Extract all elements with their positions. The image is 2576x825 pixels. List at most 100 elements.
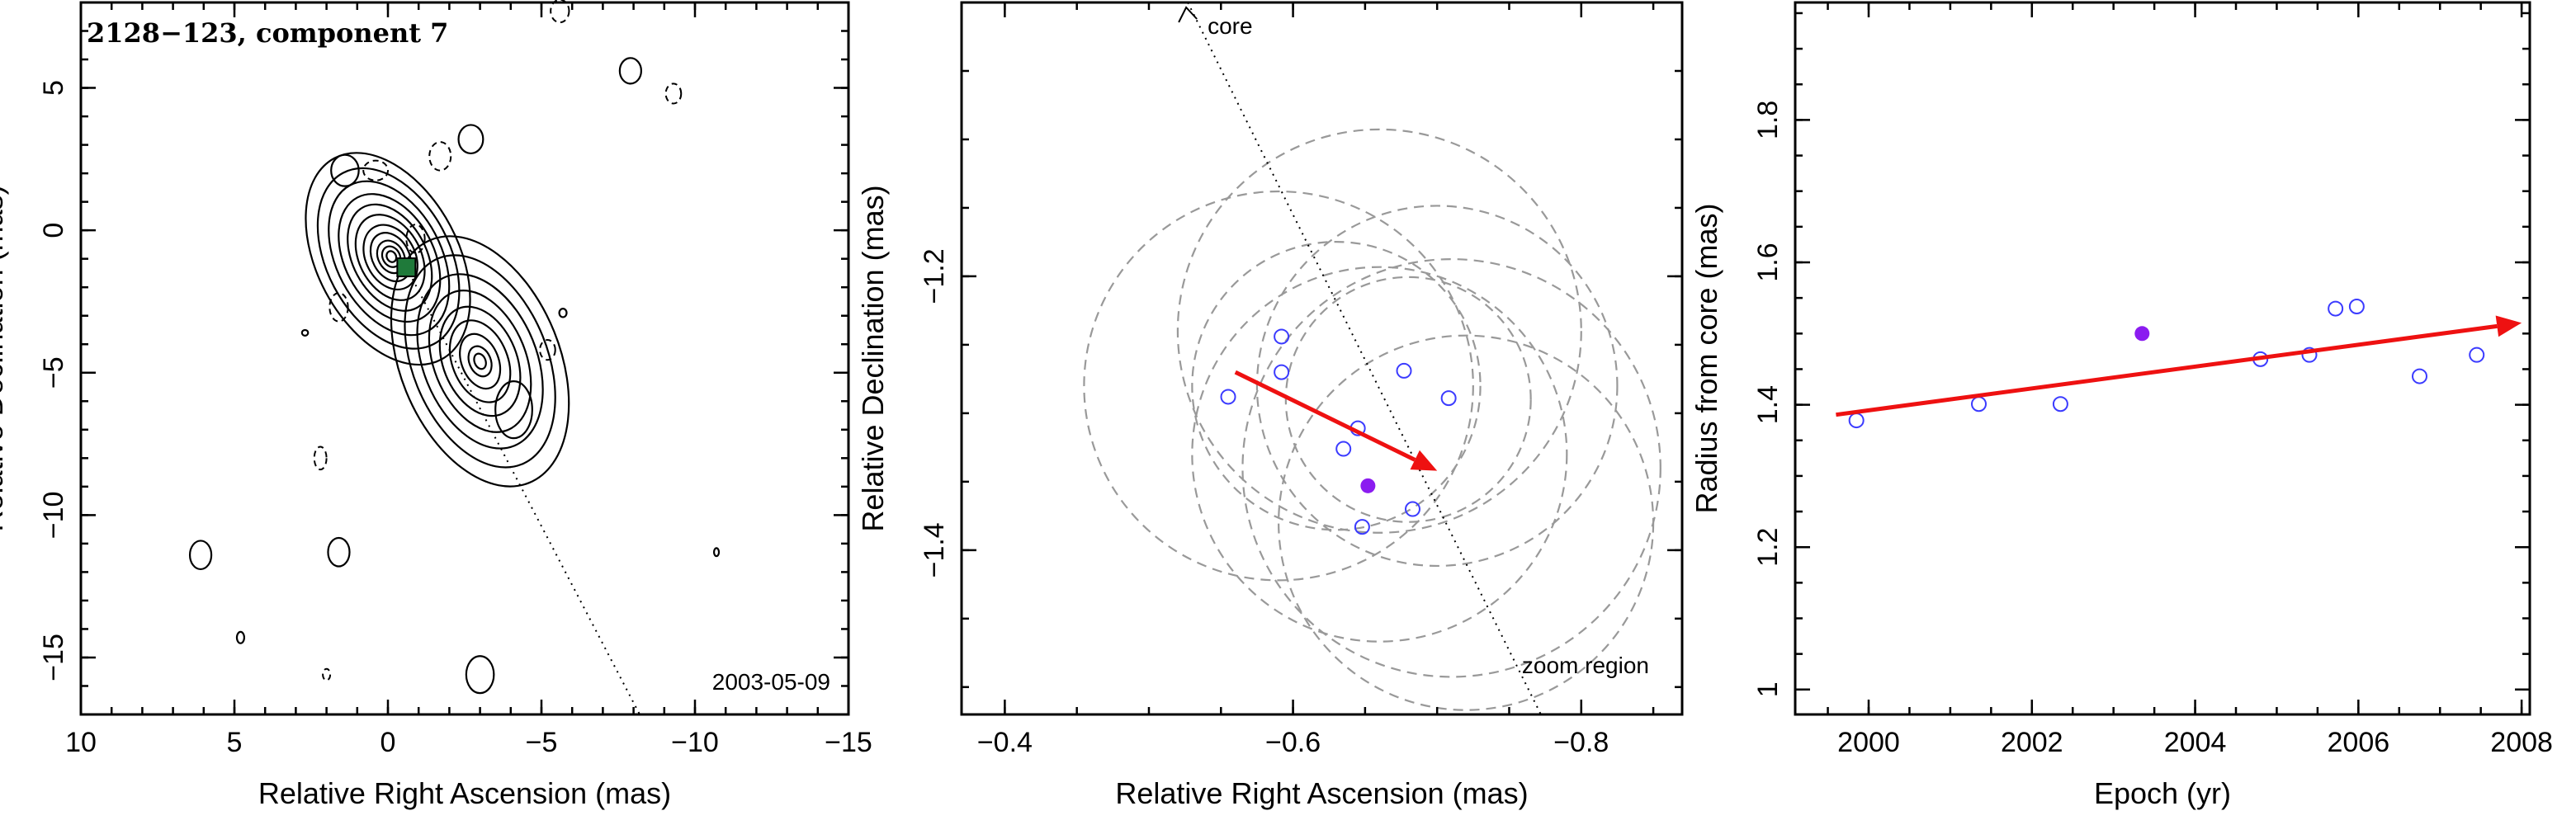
negative-contour-line bbox=[405, 224, 426, 254]
y-tick-label: −1.2 bbox=[919, 248, 950, 304]
y-tick-label: −15 bbox=[38, 634, 69, 681]
contour-line bbox=[235, 630, 246, 644]
beam-circle bbox=[1241, 257, 1661, 678]
y-tick-label: 0 bbox=[38, 223, 69, 238]
core-direction-line bbox=[405, 266, 640, 715]
radius-marker bbox=[1848, 412, 1865, 429]
contour-line bbox=[385, 250, 398, 263]
contour-line bbox=[330, 153, 360, 187]
contour-x-axis-label: Relative Right Ascension (mas) bbox=[258, 776, 671, 810]
beam-circle bbox=[1278, 334, 1655, 711]
contour-title: 2128−123, component 7 bbox=[87, 17, 448, 49]
arrow-shaft bbox=[1234, 370, 1416, 462]
position-marker bbox=[1274, 364, 1290, 380]
x-tick-label: −0.4 bbox=[977, 727, 1033, 758]
y-tick-label: −10 bbox=[38, 492, 69, 540]
x-tick-label: −0.6 bbox=[1265, 727, 1321, 758]
negative-contour-line bbox=[322, 667, 332, 681]
y-tick-label: 1 bbox=[1752, 681, 1784, 697]
contour-y-axis-label: Relative Declination (mas) bbox=[0, 185, 9, 531]
contour-line bbox=[473, 352, 487, 370]
position-marker bbox=[1396, 362, 1412, 379]
contour-line bbox=[328, 180, 451, 337]
x-tick-label: 2008 bbox=[2490, 727, 2553, 758]
contour-line bbox=[494, 380, 533, 440]
radius-marker bbox=[1971, 396, 1987, 412]
x-tick-label: −15 bbox=[825, 727, 872, 758]
contour-line bbox=[428, 290, 532, 433]
beam-circle bbox=[1284, 276, 1532, 523]
core-annotation: core bbox=[1208, 13, 1252, 39]
contour-line bbox=[316, 167, 461, 350]
radius-frame bbox=[1794, 1, 2531, 716]
x-tick-label: 0 bbox=[380, 727, 396, 758]
fit-arrow bbox=[1836, 315, 2522, 417]
x-tick-label: 2006 bbox=[2328, 727, 2390, 758]
x-tick-label: 2000 bbox=[1837, 727, 1900, 758]
contour-line bbox=[467, 345, 493, 378]
radius-marker bbox=[2469, 346, 2485, 363]
y-tick-label: −1.4 bbox=[919, 522, 950, 578]
x-tick-label: −5 bbox=[526, 727, 558, 758]
contour-line bbox=[300, 328, 310, 337]
radius-axes-ticks: 2000 2002 2004 2006 2008 1 1.2 1.4 1.6 1.8 bbox=[1752, 2, 2553, 758]
contour-line bbox=[618, 57, 642, 85]
radius-x-axis-label: Epoch (yr) bbox=[2094, 776, 2231, 810]
zoom-panel: −0.4 −0.6 −0.8 −1.2 −1.4 core zoom region Re… bbox=[856, 1, 1684, 810]
radius-marker bbox=[2348, 299, 2365, 315]
contour-line bbox=[390, 235, 570, 488]
contour-axes-ticks: 10 5 0 −5 −10 −15 5 0 −5 −10 −15 bbox=[38, 1, 872, 758]
negative-contour-line bbox=[664, 82, 683, 105]
beam-circle bbox=[1191, 266, 1568, 643]
radius-marker bbox=[2328, 300, 2344, 317]
contour-frame bbox=[79, 1, 850, 716]
beam-circle bbox=[1255, 205, 1619, 568]
beam-circles bbox=[1083, 128, 1661, 711]
position-marker bbox=[1274, 328, 1290, 345]
contour-line bbox=[465, 655, 495, 695]
radius-y-axis-label: Radius from core (mas) bbox=[1690, 203, 1723, 513]
radius-marker bbox=[2412, 368, 2427, 384]
position-marker bbox=[1404, 501, 1420, 517]
position-marker bbox=[1335, 441, 1352, 457]
position-marker-filled bbox=[1360, 478, 1376, 493]
contour-line bbox=[712, 547, 721, 558]
zoom-axes-ticks: −0.4 −0.6 −0.8 −1.2 −1.4 bbox=[919, 1, 1682, 758]
contour-line bbox=[188, 540, 213, 571]
arrow-shaft bbox=[1836, 323, 2498, 417]
position-marker bbox=[1440, 390, 1457, 407]
y-tick-label: 1.2 bbox=[1752, 528, 1784, 567]
core-line-arrowhead bbox=[1178, 6, 1198, 23]
x-tick-label: 5 bbox=[227, 727, 243, 758]
position-marker bbox=[1220, 389, 1236, 405]
contour-line bbox=[338, 193, 442, 323]
zoom-y-axis-label: Relative Declination (mas) bbox=[856, 185, 890, 531]
beam-circle bbox=[1083, 190, 1474, 582]
contour-line bbox=[347, 203, 433, 312]
arrow-head bbox=[2495, 315, 2522, 337]
negative-contour-line bbox=[550, 0, 570, 24]
contour-line bbox=[558, 307, 568, 318]
y-tick-label: 1.8 bbox=[1752, 101, 1784, 139]
y-tick-label: 1.4 bbox=[1752, 385, 1784, 424]
beam-circle bbox=[1191, 240, 1482, 531]
position-points bbox=[1178, 6, 1457, 535]
contour-line bbox=[404, 254, 556, 469]
negative-contour-line bbox=[428, 141, 452, 172]
component-marker bbox=[396, 257, 417, 278]
x-tick-label: 2004 bbox=[2164, 727, 2227, 758]
contour-line bbox=[438, 305, 522, 417]
contour-line bbox=[457, 124, 484, 155]
arrow-head bbox=[1410, 450, 1438, 471]
observation-date: 2003-05-09 bbox=[712, 669, 830, 695]
motion-arrow bbox=[1234, 370, 1438, 471]
zoom-frame bbox=[960, 1, 1684, 716]
x-tick-label: −0.8 bbox=[1553, 727, 1609, 758]
contour-line bbox=[459, 332, 502, 390]
negative-contour-line bbox=[328, 292, 349, 323]
contour-line bbox=[362, 224, 418, 290]
radius-marker bbox=[2052, 396, 2068, 412]
contour-line bbox=[416, 273, 544, 450]
radius-panel: 2000 2002 2004 2006 2008 1 1.2 1.4 1.6 1.8 Epoch … bbox=[1690, 1, 2553, 810]
